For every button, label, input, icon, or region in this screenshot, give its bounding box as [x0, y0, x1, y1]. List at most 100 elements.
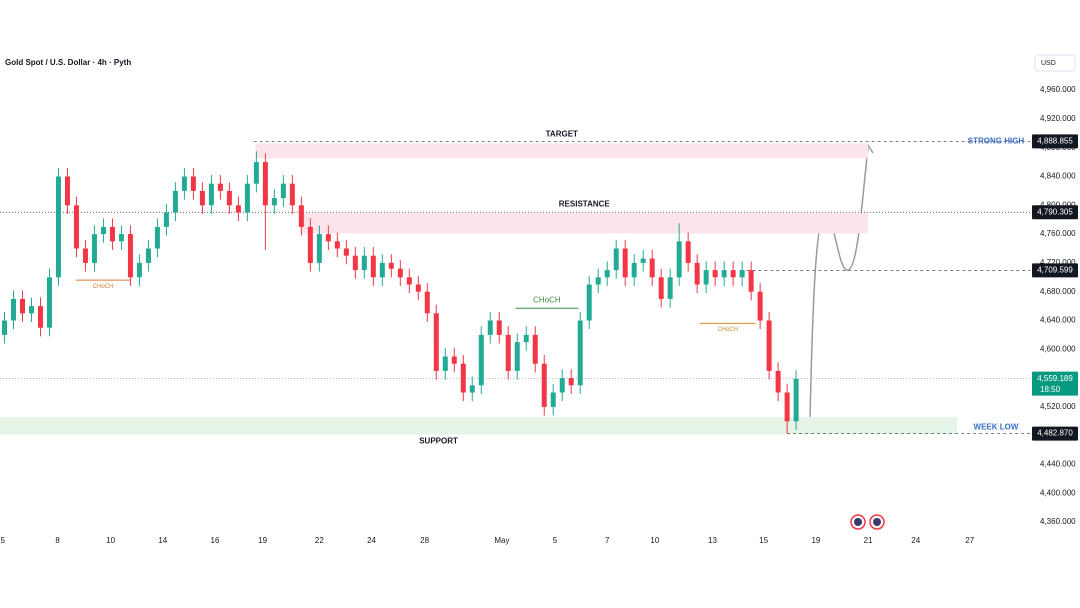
- candle-body: [595, 277, 601, 285]
- choch-label: CHoCH: [717, 327, 738, 333]
- y-tick-label: 4,600.000: [1040, 344, 1076, 353]
- candle-body: [604, 270, 610, 278]
- y-tick-label: 4,720.000: [1040, 258, 1076, 267]
- candle-body: [334, 241, 340, 249]
- x-tick-label: 28: [420, 536, 429, 545]
- zone: [255, 143, 869, 159]
- y-axis-area: [1030, 75, 1080, 545]
- candle-body: [577, 320, 583, 386]
- candle-body: [586, 284, 592, 321]
- x-tick-label: 19: [258, 536, 267, 545]
- x-tick-label: 16: [211, 536, 220, 545]
- candle-body: [10, 298, 16, 321]
- candle-body: [127, 234, 133, 278]
- candle-body: [424, 291, 430, 314]
- candle-body: [145, 248, 151, 263]
- price-tag: [1032, 426, 1078, 441]
- price-tag-label: 4,709.599: [1037, 266, 1073, 275]
- x-tick-label: 27: [965, 536, 974, 545]
- candle-body: [397, 268, 403, 278]
- currency-box[interactable]: [1034, 54, 1076, 72]
- x-tick-label: 7: [605, 536, 610, 545]
- x-tick-label: 19: [811, 536, 820, 545]
- x-tick-label: 22: [315, 536, 324, 545]
- candle-body: [271, 198, 277, 206]
- candle-body: [343, 248, 349, 256]
- candle-body: [469, 385, 475, 393]
- candle-body: [163, 212, 169, 227]
- candle-body: [415, 284, 421, 292]
- currency[interactable]: USD: [1041, 60, 1056, 67]
- candle-body: [181, 176, 187, 191]
- candle-body: [361, 255, 367, 271]
- y-tick-label: 4,960.000: [1040, 85, 1076, 94]
- candle-body: [631, 262, 637, 278]
- candle-body: [316, 234, 322, 263]
- candle-body: [388, 262, 394, 269]
- candle-body: [685, 241, 691, 263]
- candle-body: [82, 248, 88, 263]
- y-tick-label: 4,400.000: [1040, 488, 1076, 497]
- candle-body: [442, 356, 448, 371]
- candle-body: [757, 291, 763, 321]
- price-tag: [1032, 134, 1078, 149]
- candle-body: [226, 190, 232, 206]
- candle-body: [748, 270, 754, 292]
- candle-body: [739, 270, 745, 278]
- x-tick-label: 8: [55, 536, 60, 545]
- x-tick-label: 5: [0, 536, 5, 545]
- candle-body: [514, 342, 520, 371]
- zone: [300, 213, 869, 234]
- y-tick-label: 4,640.000: [1040, 316, 1076, 325]
- countdown: 18:50: [1040, 385, 1061, 394]
- candle-body: [109, 226, 115, 242]
- candle-body: [730, 270, 736, 278]
- choch-label: CHoCH: [533, 295, 561, 304]
- candle-body: [694, 262, 700, 285]
- candle-body: [550, 392, 556, 407]
- candle-body: [676, 241, 682, 278]
- candle-body: [793, 378, 799, 422]
- candle-body: [55, 176, 61, 278]
- y-tick-label: 4,680.000: [1040, 287, 1076, 296]
- candle-body: [658, 277, 664, 299]
- flag-icon-inner: [873, 518, 881, 526]
- x-tick-label: 10: [106, 536, 115, 545]
- price-tag: [1032, 263, 1078, 278]
- candle-body: [559, 378, 565, 393]
- candle-body: [100, 226, 106, 235]
- candle-body: [262, 162, 268, 206]
- candle-body: [352, 255, 358, 271]
- price-tag: [1032, 205, 1078, 220]
- candle-body: [136, 262, 142, 278]
- x-tick-label: 24: [911, 536, 920, 545]
- candle-body: [667, 277, 673, 299]
- price-tag-label: 4,559.189: [1037, 374, 1073, 383]
- x-tick-label: 24: [367, 536, 376, 545]
- y-tick-label: 4,840.000: [1040, 172, 1076, 181]
- candle-body: [208, 183, 214, 206]
- candle-body: [433, 313, 439, 371]
- event-flags: TARGET RESISTANCE SUPPORT STRONG HIGH WEEK L…: [0, 130, 1030, 530]
- price-line-label: WEEK LOW: [974, 423, 1019, 432]
- y-tick-label: 4,800.000: [1040, 200, 1076, 209]
- candle-body: [172, 190, 178, 213]
- candle-body: [775, 370, 781, 393]
- candle-body: [541, 363, 547, 407]
- candle-body: [622, 248, 628, 278]
- candle-body: [1, 320, 7, 335]
- candle-body: [613, 248, 619, 271]
- candle-body: [523, 334, 529, 343]
- candle-body: [451, 356, 457, 364]
- price-tag-label: 4,482.870: [1037, 429, 1073, 438]
- candle-body: [253, 162, 259, 184]
- price-line-label: STRONG HIGH: [968, 136, 1025, 145]
- x-tick-label: May: [494, 536, 509, 545]
- candle-body: [118, 234, 124, 242]
- candle-body: [496, 320, 502, 335]
- candle-body: [64, 176, 70, 206]
- y-tick-label: 4,760.000: [1040, 229, 1076, 238]
- y-tick-label: 4,360.000: [1040, 517, 1076, 526]
